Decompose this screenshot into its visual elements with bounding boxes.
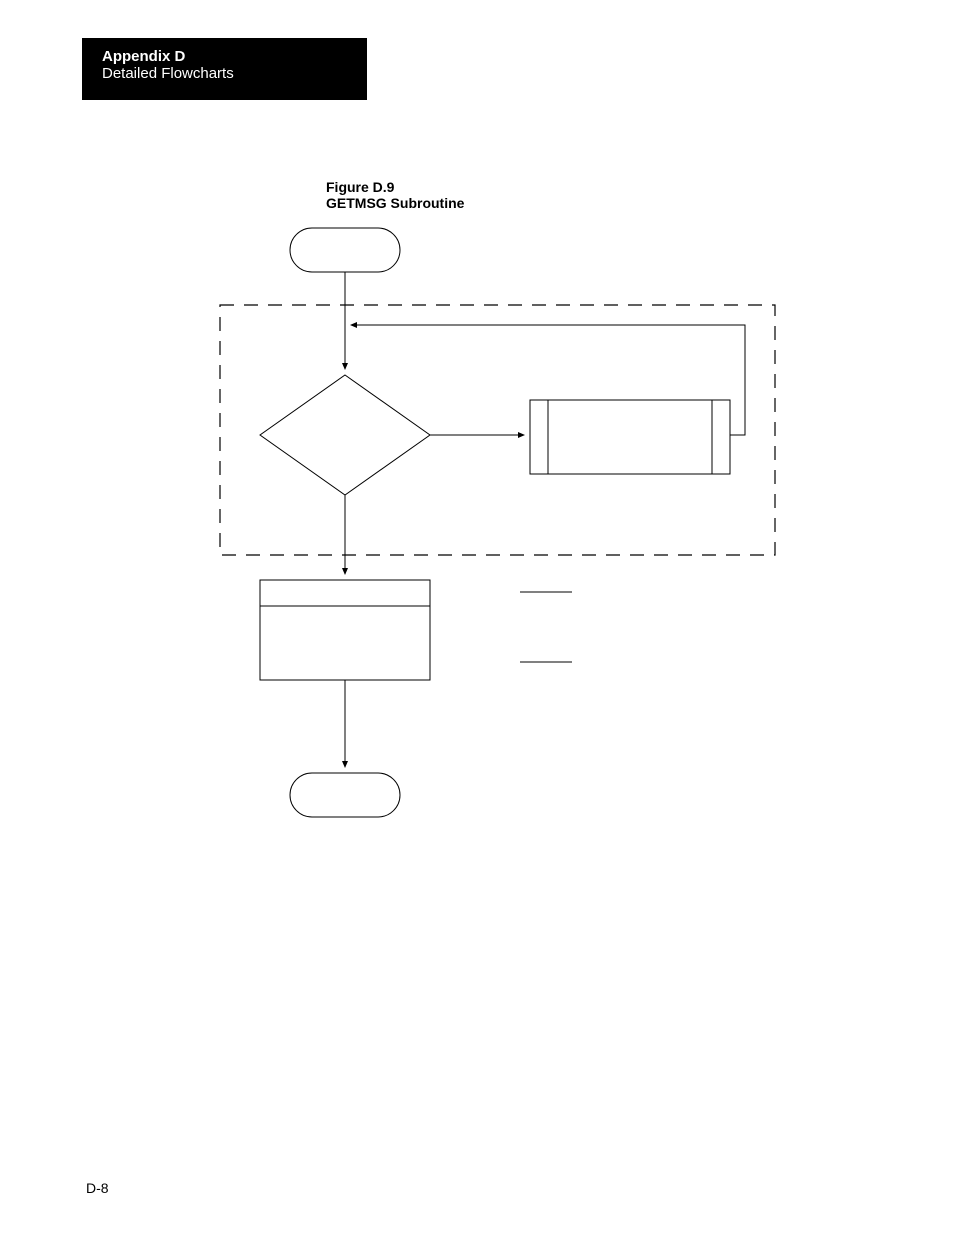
process-right-node (530, 400, 730, 474)
process-bottom-node (260, 580, 430, 680)
end-node (290, 773, 400, 817)
flowchart (200, 220, 800, 840)
decision-node (260, 375, 430, 495)
figure-number: Figure D.9 (326, 179, 464, 195)
page-number: D-8 (86, 1180, 109, 1196)
figure-caption: Figure D.9 GETMSG Subroutine (326, 179, 464, 211)
appendix-subtitle: Detailed Flowcharts (102, 65, 347, 82)
appendix-header: Appendix D Detailed Flowcharts (82, 38, 367, 100)
start-node (290, 228, 400, 272)
figure-name: GETMSG Subroutine (326, 195, 464, 211)
appendix-title: Appendix D (102, 48, 347, 65)
